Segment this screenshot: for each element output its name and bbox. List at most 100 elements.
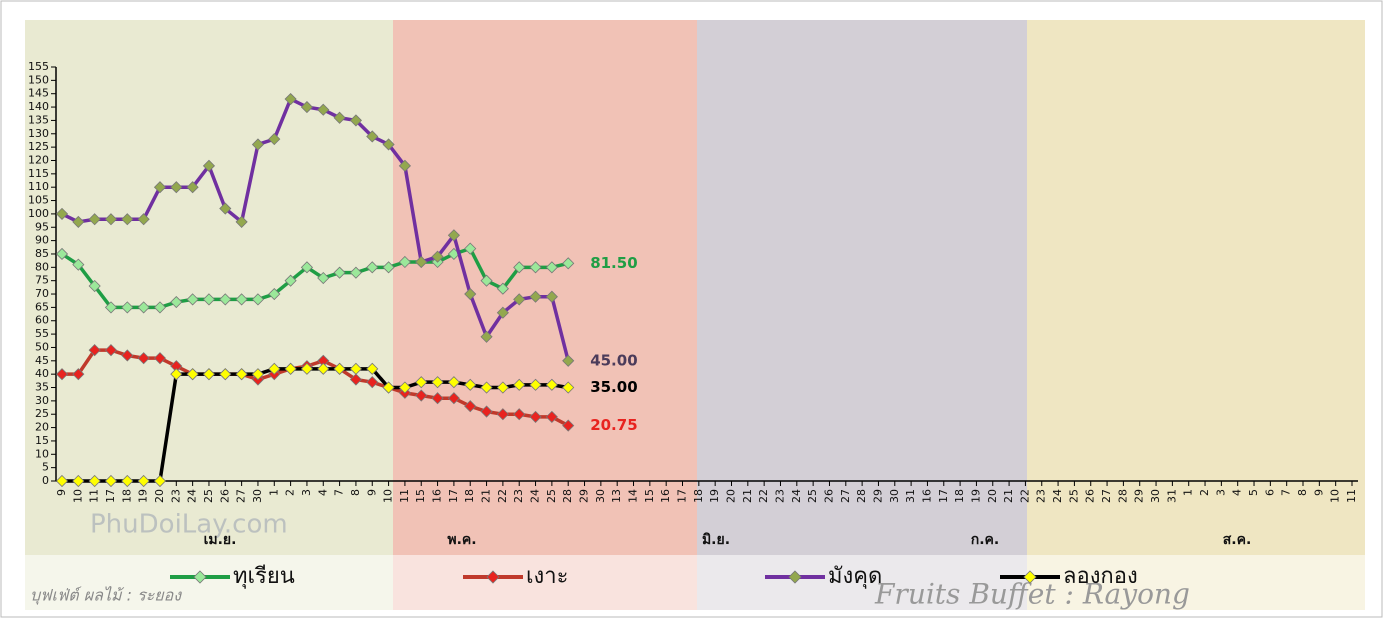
y-tick-label: 5 — [42, 461, 49, 474]
y-tick-label: 55 — [35, 327, 49, 340]
point-marker — [104, 301, 118, 314]
point-marker — [219, 293, 232, 306]
y-tick-label: 100 — [28, 207, 49, 220]
point-marker — [415, 389, 428, 402]
x-tick-label: 19 — [708, 489, 721, 503]
x-tick-label: 29 — [1133, 489, 1146, 503]
point-marker — [88, 474, 101, 488]
point-marker — [415, 255, 428, 269]
point-marker — [317, 362, 330, 375]
point-marker — [268, 362, 281, 375]
x-tick-label: 25 — [1067, 489, 1080, 503]
y-tick-label: 35 — [35, 381, 49, 394]
point-marker — [284, 274, 297, 287]
x-tick-label: 18 — [463, 489, 476, 503]
point-marker — [545, 410, 558, 423]
y-tick-label: 80 — [35, 260, 49, 273]
x-tick-label: 18 — [692, 489, 705, 503]
legend-marker — [1023, 570, 1037, 584]
x-tick-label: 23 — [1035, 489, 1048, 503]
x-tick-label: 22 — [1018, 489, 1031, 503]
x-tick-label: 15 — [643, 489, 656, 503]
point-marker — [251, 293, 265, 306]
point-marker — [202, 293, 216, 306]
point-marker — [431, 250, 444, 263]
x-tick-label: 30 — [888, 489, 901, 503]
y-tick-label: 150 — [28, 73, 49, 86]
x-tick-label: 9 — [365, 489, 378, 496]
x-tick-label: 23 — [512, 489, 525, 503]
y-tick-label: 125 — [28, 140, 49, 153]
x-tick-label: 25 — [545, 489, 558, 503]
x-tick-label: 26 — [822, 489, 835, 503]
point-marker — [496, 381, 509, 394]
point-marker — [137, 474, 150, 488]
y-tick-label: 135 — [28, 113, 49, 126]
point-marker — [284, 92, 297, 106]
point-marker — [464, 400, 477, 413]
point-marker — [121, 349, 134, 362]
point-marker — [496, 282, 509, 295]
point-marker — [104, 344, 118, 357]
legend-marker — [788, 570, 802, 584]
x-tick-label: 31 — [904, 489, 917, 503]
point-marker — [235, 215, 248, 228]
x-tick-label: 28 — [1116, 489, 1129, 503]
point-marker — [529, 378, 542, 391]
x-tick-label: 7 — [1280, 489, 1293, 496]
x-tick-label: 25 — [806, 489, 819, 503]
month-label: เม.ย. — [204, 532, 237, 548]
x-tick-label: 24 — [529, 489, 542, 503]
x-tick-label: 20 — [724, 489, 737, 503]
point-marker — [137, 213, 150, 226]
x-tick-label: 23 — [773, 489, 786, 503]
point-marker — [104, 213, 118, 226]
x-tick-label: 21 — [741, 489, 754, 503]
point-marker — [268, 287, 281, 301]
legend-marker — [193, 570, 207, 584]
point-marker — [431, 392, 444, 405]
point-marker — [235, 368, 248, 381]
y-tick-label: 85 — [35, 247, 49, 260]
x-tick-label: 9 — [55, 489, 68, 496]
x-tick-label: 30 — [251, 489, 264, 503]
point-marker — [170, 181, 183, 194]
point-marker — [431, 376, 444, 389]
y-tick-label: 140 — [28, 100, 49, 113]
point-marker — [153, 301, 167, 314]
x-tick-label: 6 — [1263, 489, 1276, 496]
point-marker — [317, 103, 330, 116]
point-marker — [333, 362, 346, 375]
point-marker — [447, 392, 460, 405]
x-tick-label: 16 — [659, 489, 672, 503]
x-tick-label: 22 — [496, 489, 509, 503]
point-marker — [300, 362, 314, 375]
x-tick-label: 1 — [267, 489, 280, 496]
point-marker — [333, 266, 346, 279]
legend-label: มังคุด — [828, 564, 882, 589]
point-marker — [137, 352, 150, 365]
x-tick-label: 31 — [1165, 489, 1178, 503]
month-label: มิ.ย. — [702, 532, 730, 548]
panel-rambutan — [393, 20, 697, 610]
point-marker — [72, 474, 85, 488]
watermark: บุฟเฟ่ต์ ผลไม้ : ระยอง — [30, 586, 182, 606]
x-tick-label: 24 — [186, 489, 199, 503]
point-marker — [398, 381, 411, 394]
point-marker — [464, 242, 477, 255]
point-marker — [496, 306, 509, 319]
point-marker — [366, 261, 379, 274]
point-marker — [202, 368, 216, 381]
x-tick-label: 14 — [627, 489, 640, 503]
x-tick-label: 16 — [920, 489, 933, 503]
x-tick-label: 8 — [1296, 489, 1309, 496]
x-tick-label: 27 — [839, 489, 852, 503]
point-marker — [398, 159, 411, 172]
value-label: 35.00 — [590, 378, 637, 396]
x-tick-label: 11 — [1345, 489, 1358, 503]
point-marker — [366, 130, 379, 143]
point-marker — [562, 419, 575, 432]
x-tick-label: 30 — [594, 489, 607, 503]
point-marker — [480, 330, 493, 343]
y-tick-label: 155 — [28, 60, 49, 73]
